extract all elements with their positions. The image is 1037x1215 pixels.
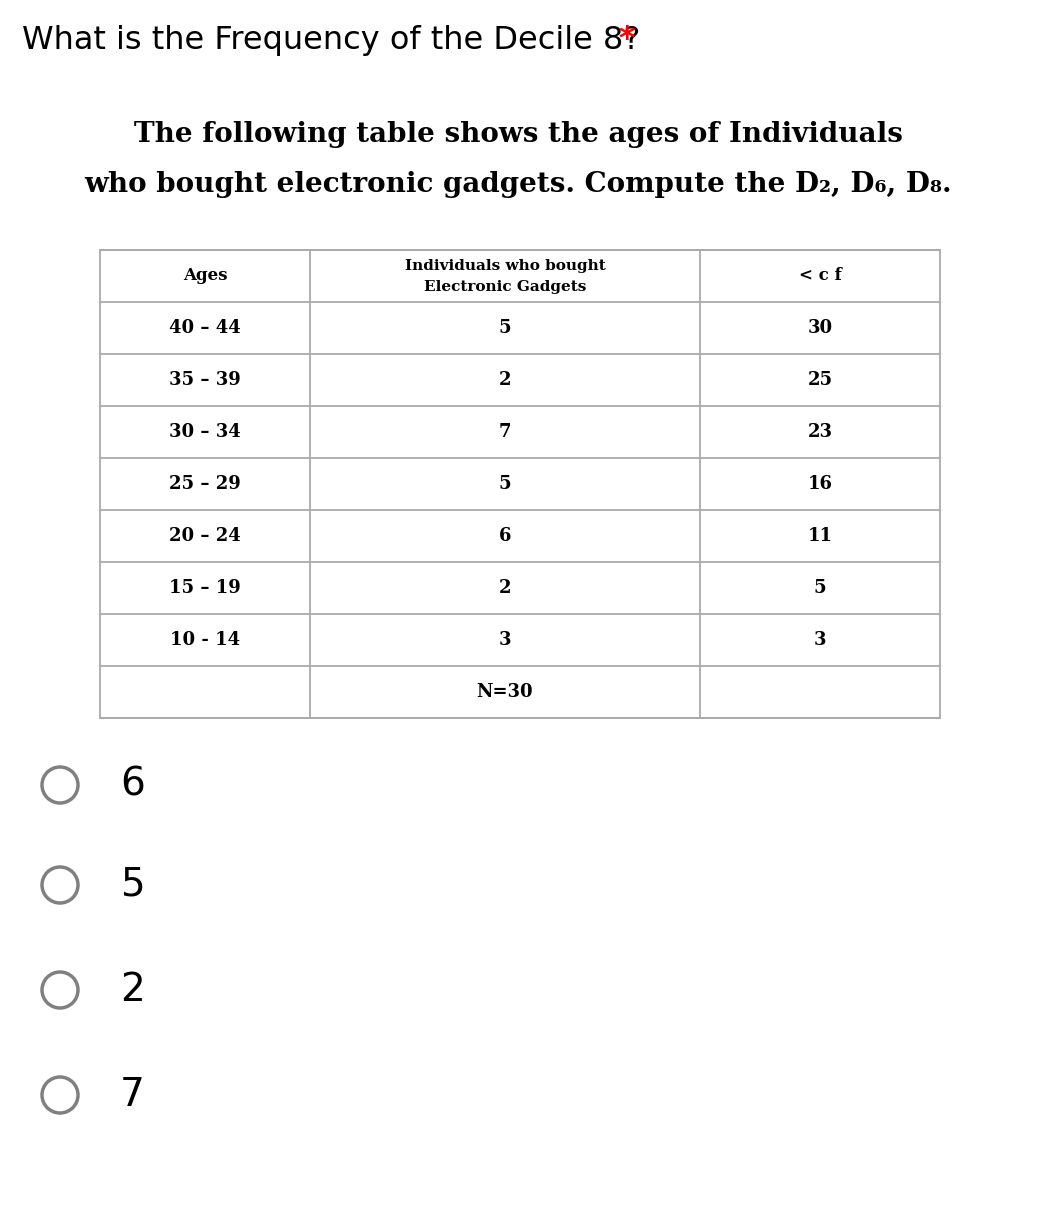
Text: 30: 30 [808,320,833,337]
Text: < c f: < c f [798,267,841,284]
Text: 5: 5 [499,320,511,337]
Text: 10 - 14: 10 - 14 [170,631,240,649]
Circle shape [43,767,78,803]
Text: 7: 7 [499,423,511,441]
Text: *: * [618,24,635,56]
Text: 2: 2 [120,971,145,1008]
Text: Ages: Ages [183,267,227,284]
Bar [100,250,940,718]
Text: 30 – 34: 30 – 34 [169,423,241,441]
Text: 2: 2 [499,580,511,597]
Text: The following table shows the ages of Individuals: The following table shows the ages of In… [134,122,902,148]
Text: 35 – 39: 35 – 39 [169,371,241,389]
Text: N=30: N=30 [477,683,533,701]
Text: 5: 5 [499,475,511,493]
Circle shape [43,868,78,903]
Text: 3: 3 [499,631,511,649]
Text: 23: 23 [808,423,833,441]
Text: 6: 6 [120,765,145,804]
Text: 25 – 29: 25 – 29 [169,475,241,493]
Text: 11: 11 [808,527,833,546]
Text: 3: 3 [814,631,826,649]
Text: 16: 16 [808,475,833,493]
Text: 7: 7 [120,1076,145,1114]
Text: 5: 5 [814,580,826,597]
Text: 2: 2 [499,371,511,389]
Text: 6: 6 [499,527,511,546]
Text: What is the Frequency of the Decile 8?: What is the Frequency of the Decile 8? [22,24,650,56]
Circle shape [43,972,78,1008]
Text: 25: 25 [808,371,833,389]
Text: 40 – 44: 40 – 44 [169,320,241,337]
Text: 5: 5 [120,866,144,904]
Circle shape [43,1076,78,1113]
Text: Electronic Gadgets: Electronic Gadgets [424,279,586,294]
Bar [100,250,940,718]
Text: who bought electronic gadgets. Compute the D₂, D₆, D₈.: who bought electronic gadgets. Compute t… [84,171,952,198]
Text: 15 – 19: 15 – 19 [169,580,241,597]
Text: 20 – 24: 20 – 24 [169,527,241,546]
Text: Individuals who bought: Individuals who bought [404,259,606,273]
